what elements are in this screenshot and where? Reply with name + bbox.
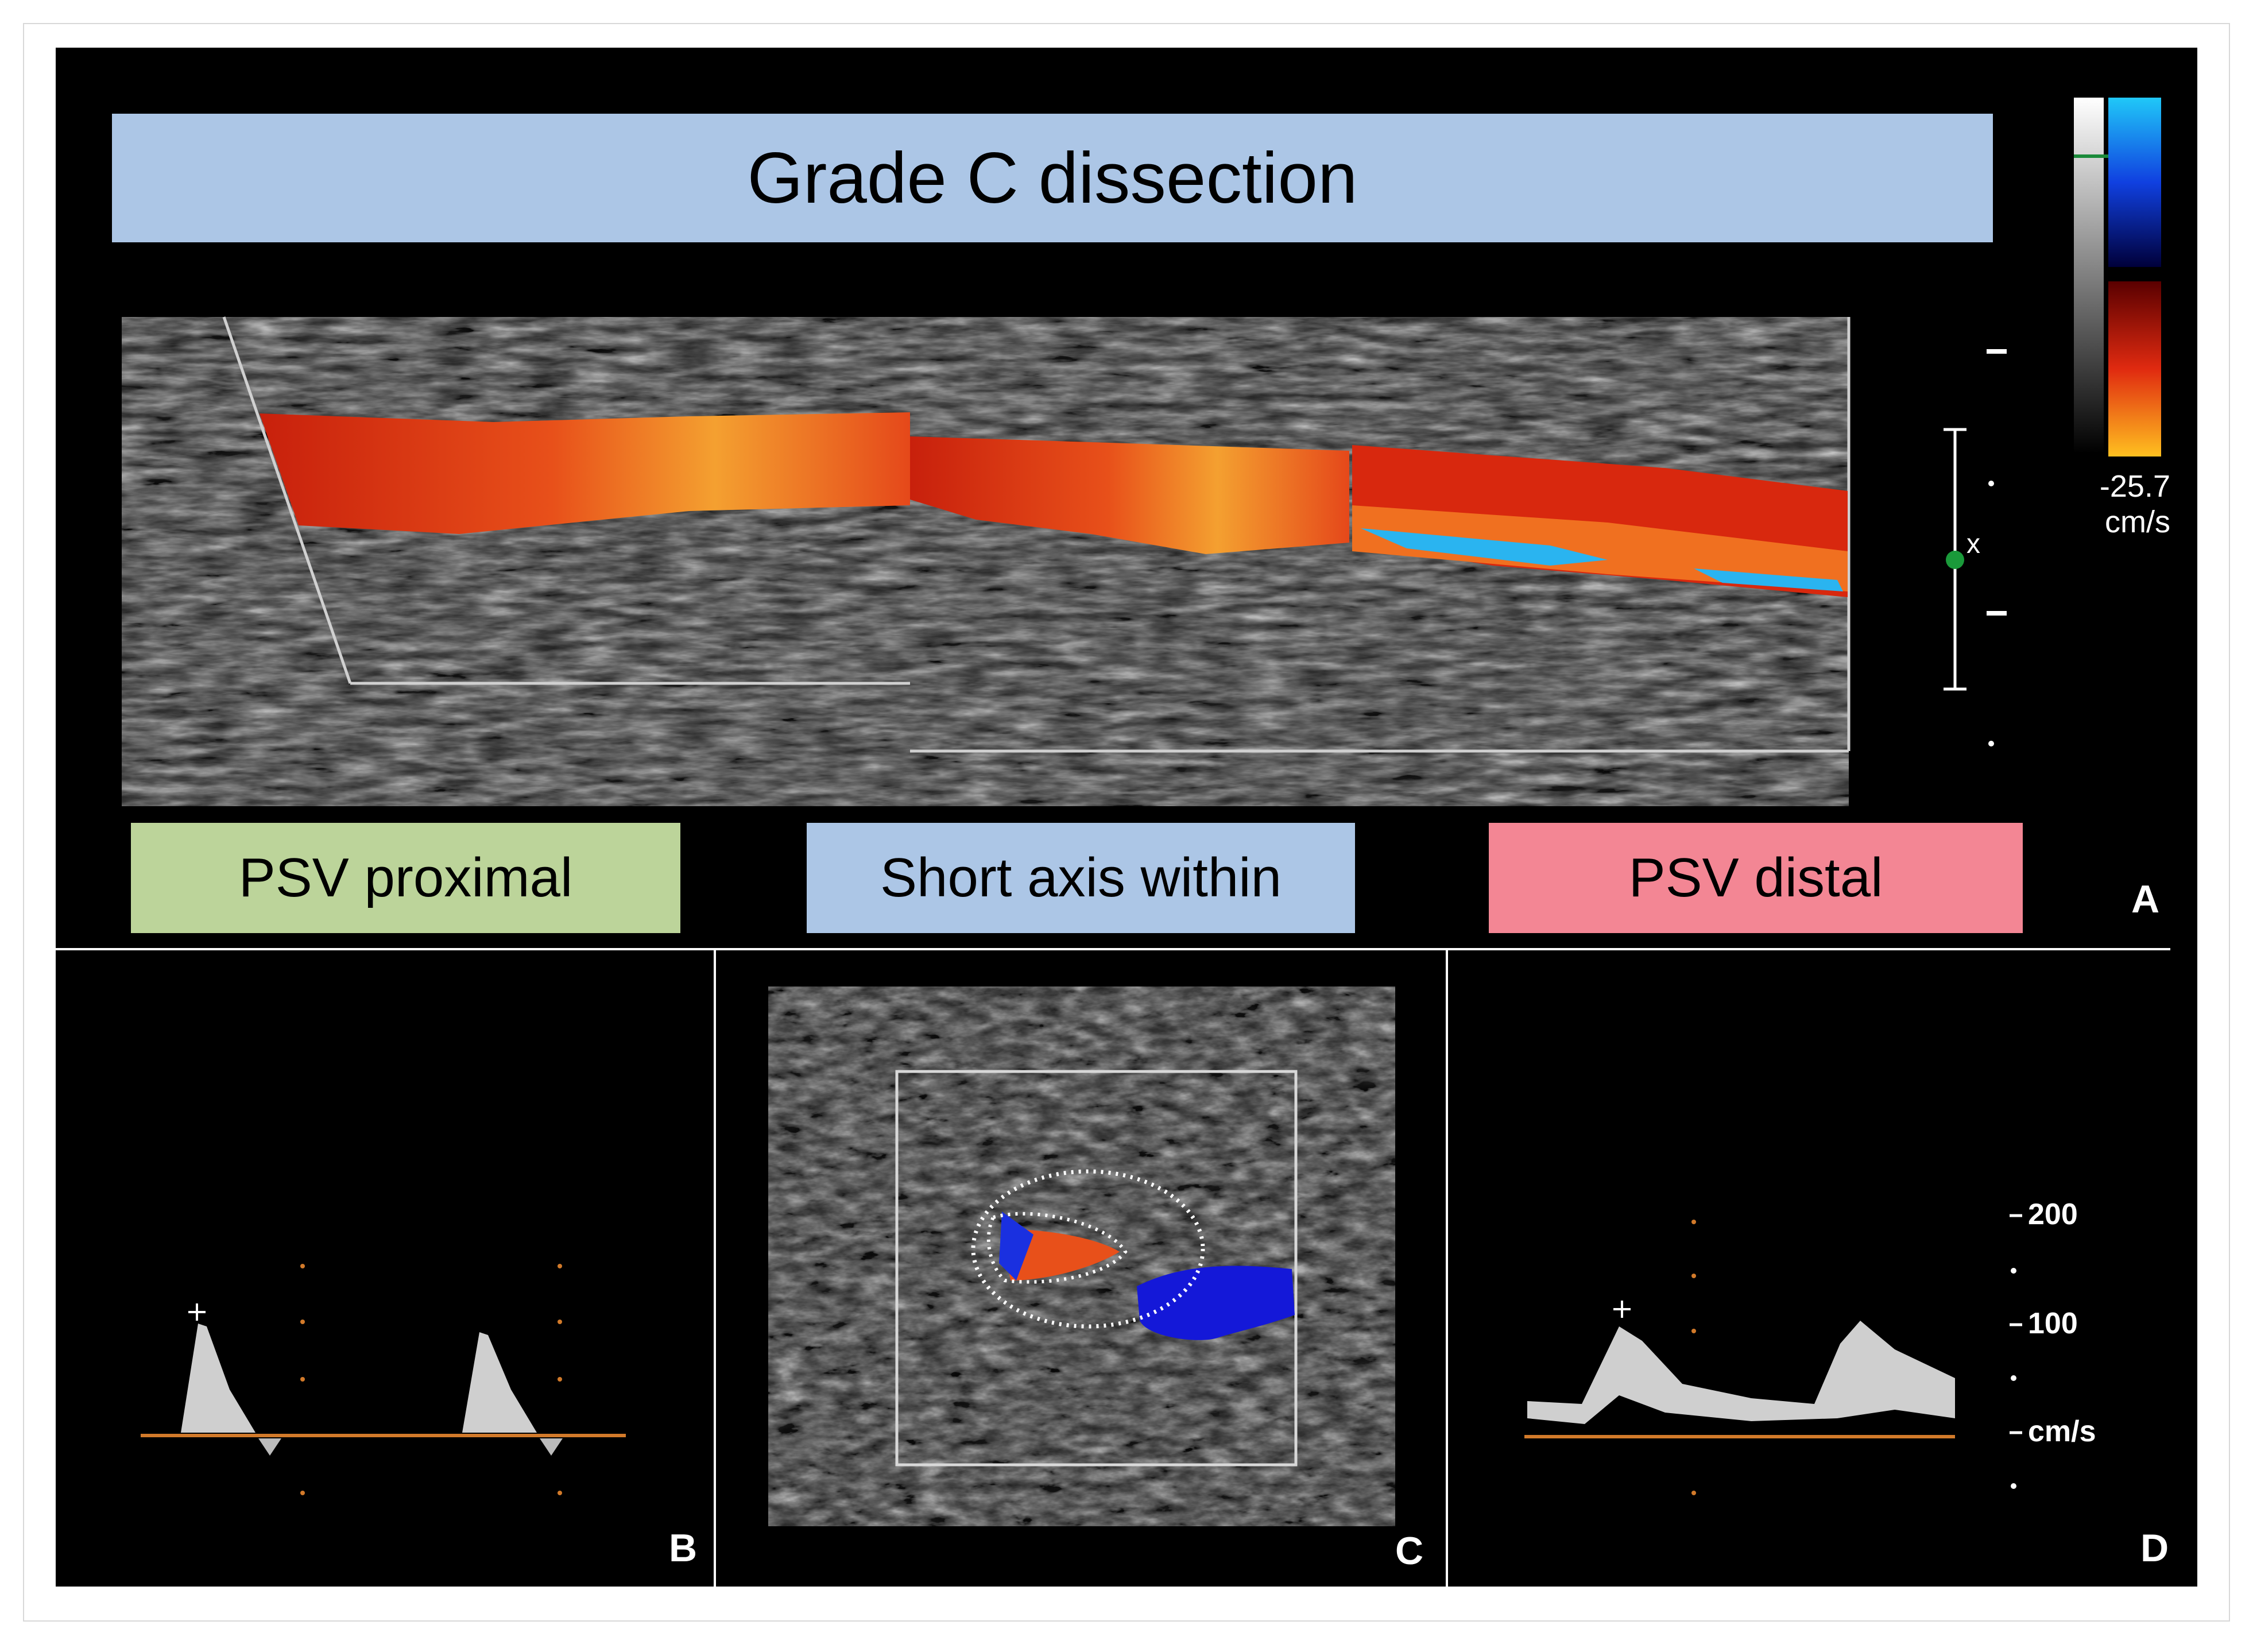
waveform-b-1 <box>181 1324 256 1433</box>
red-flow-lumen <box>1002 1229 1120 1280</box>
blue-flow-vessel <box>1137 1266 1295 1340</box>
page-title: Grade C dissection <box>112 114 1993 242</box>
panel-label-b: B <box>669 1526 698 1570</box>
color-bar-blue <box>2108 98 2161 267</box>
panel-label-a: A <box>2131 877 2160 921</box>
colorbar-value: -25.7 <box>2099 469 2170 504</box>
scale-label-200: 200 <box>2028 1198 2078 1231</box>
waveform-b-2 <box>462 1332 537 1433</box>
scale-label-100: 100 <box>2028 1307 2078 1340</box>
flow-within <box>910 436 1349 554</box>
panel-label-d: D <box>2140 1526 2169 1570</box>
dashed-vessel-outline <box>971 1169 1205 1329</box>
depth-marker-label: x <box>1966 529 1980 559</box>
color-bar-red <box>2108 281 2161 456</box>
flow-proximal <box>260 412 910 534</box>
colorbar-unit: cm/s <box>2105 505 2170 539</box>
label-short-axis-within: Short axis within <box>807 823 1355 933</box>
label-psv-distal: PSV distal <box>1489 823 2023 933</box>
label-psv-proximal: PSV proximal <box>131 823 680 933</box>
panel-label-c: C <box>1395 1529 1424 1573</box>
waveform-d <box>1527 1321 1955 1424</box>
focus-marker <box>1946 551 1964 569</box>
scale-label-unit: cm/s <box>2028 1415 2096 1448</box>
